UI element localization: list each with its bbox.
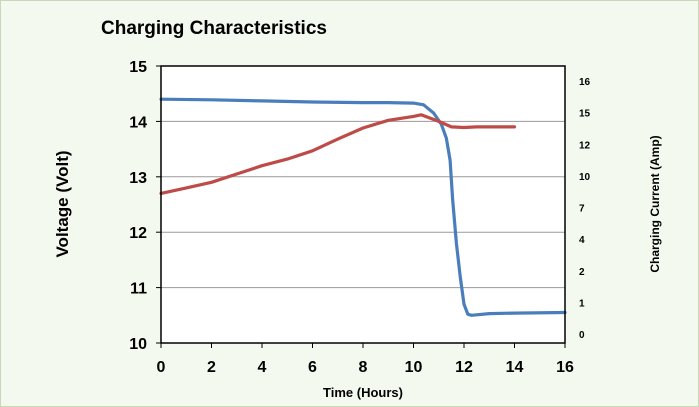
series-line-2	[159, 113, 517, 195]
y-axis-ticks: 10 11 12 13 14 15	[129, 59, 161, 353]
series-line-1	[159, 97, 567, 317]
y2-tick-label: 15	[579, 109, 591, 120]
chart-title: Charging Characteristics	[101, 18, 327, 39]
y2-tick-label: 0	[579, 330, 585, 341]
y2-tick-label: 10	[579, 172, 591, 183]
x-axis-label: Time (Hours)	[323, 385, 403, 400]
x-tick-label: 16	[556, 359, 574, 376]
x-tick-label: 4	[258, 359, 267, 376]
x-tick-label: 8	[359, 359, 368, 376]
x-tick-label: 12	[455, 359, 473, 376]
x-tick-label: 2	[207, 359, 216, 376]
plot-area	[161, 66, 565, 343]
x-axis-ticks: 0 2 4 6 8 10 12 14 16	[157, 343, 574, 376]
series-layer	[159, 97, 567, 317]
y-tick-label: 14	[129, 114, 147, 131]
y-tick-label: 10	[129, 336, 147, 353]
x-tick-label: 10	[405, 359, 423, 376]
y2-tick-label: 2	[579, 267, 585, 278]
y2-tick-label: 1	[579, 298, 585, 309]
y-tick-label: 13	[129, 170, 147, 187]
y2-tick-label: 4	[579, 235, 585, 246]
y2-axis-label: Charging Current (Amp)	[648, 135, 662, 272]
y2-tick-label: 16	[579, 77, 591, 88]
x-tick-label: 14	[506, 359, 524, 376]
y-tick-label: 11	[130, 281, 147, 298]
y2-tick-label: 12	[579, 140, 591, 151]
y-tick-label: 15	[129, 59, 147, 76]
y2-tick-label: 7	[579, 204, 585, 215]
x-tick-label: 0	[157, 359, 166, 376]
y-axis-label: Voltage (Volt)	[53, 150, 72, 257]
x-tick-label: 6	[308, 359, 317, 376]
y-tick-label: 12	[129, 225, 147, 242]
